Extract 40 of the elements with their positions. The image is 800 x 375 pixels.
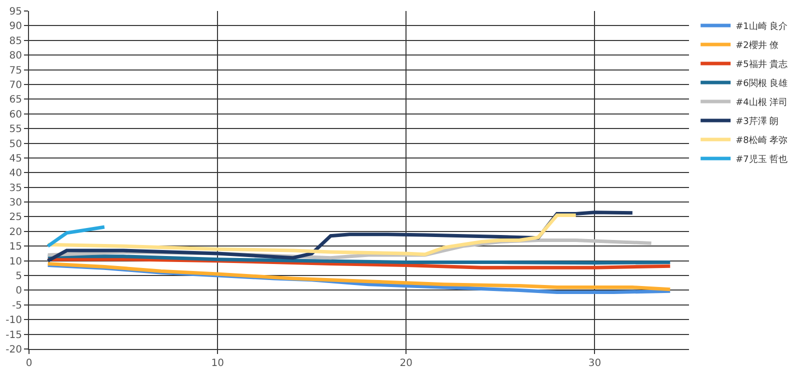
y-tick-label: 5 <box>16 271 22 282</box>
line-series <box>46 254 672 265</box>
legend-label: #5福井 貴志 <box>736 59 788 70</box>
y-tick-label: 45 <box>9 153 22 164</box>
y-tick-label: 15 <box>9 242 22 253</box>
y-tick-label: 65 <box>9 94 22 106</box>
y-tick-label: -5 <box>12 300 22 312</box>
y-tick-label: -10 <box>6 315 22 326</box>
y-tick-label: 25 <box>9 212 22 224</box>
y-tick-label: 10 <box>9 256 22 268</box>
y-tick-label: 60 <box>9 109 22 120</box>
y-tick-label: 90 <box>9 21 22 32</box>
legend-label: #8松崎 孝弥 <box>736 135 788 146</box>
y-tick-label: 95 <box>9 6 22 18</box>
y-tick-label: 55 <box>9 124 22 136</box>
x-tick-label: 20 <box>400 358 413 369</box>
y-tick-label: 35 <box>9 182 22 194</box>
y-tick-label: 40 <box>9 168 22 180</box>
x-tick-label: 0 <box>26 358 32 369</box>
y-tick-label: 20 <box>9 226 22 238</box>
legend-label: #3芹澤 朗 <box>736 116 779 128</box>
x-tick-label: 30 <box>588 358 602 369</box>
x-tick-label: 10 <box>211 358 224 369</box>
legend-label: #7児玉 哲也 <box>736 154 788 166</box>
y-tick-label: 50 <box>9 138 22 150</box>
line-series <box>46 258 672 270</box>
legend-label: #6関根 良雄 <box>736 78 788 90</box>
legend-label: #2櫻井 僚 <box>736 40 779 52</box>
line-series <box>46 225 106 248</box>
y-tick-label: 0 <box>16 286 22 297</box>
y-tick-label: 30 <box>9 198 22 209</box>
y-tick-label: 85 <box>9 36 22 47</box>
legend-label: #1山崎 良介 <box>736 21 788 32</box>
y-tick-label: -20 <box>6 344 22 356</box>
y-tick-label: 75 <box>9 65 22 76</box>
y-tick-label: 80 <box>9 50 22 62</box>
y-tick-label: 70 <box>9 80 22 91</box>
y-tick-label: -15 <box>6 330 22 341</box>
legend-label: #4山根 洋司 <box>736 97 788 108</box>
line-series <box>46 214 578 256</box>
